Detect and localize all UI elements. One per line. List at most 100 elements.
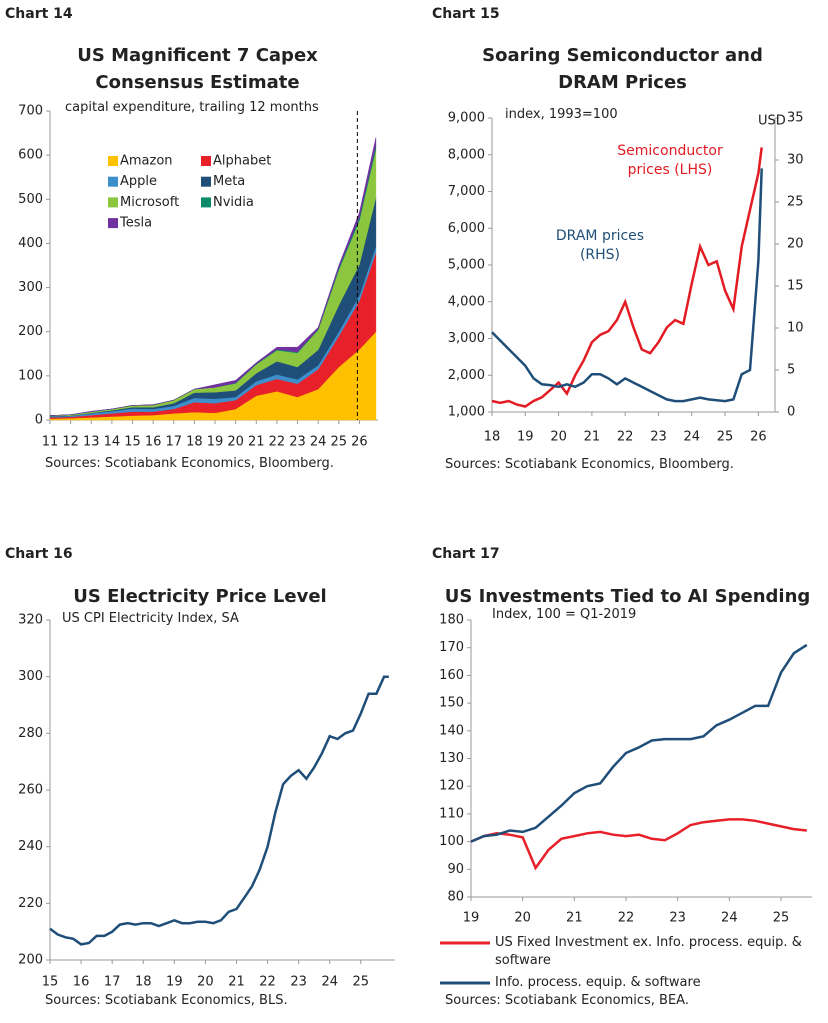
legend-label: Amazon: [120, 154, 173, 169]
x-tick-label: 13: [83, 435, 100, 450]
x-tick-label: 23: [669, 911, 686, 926]
legend-label: US Fixed Investment ex. Info. process. e…: [495, 935, 802, 968]
x-tick-label: 14: [104, 435, 121, 450]
legend-label: Nvidia: [213, 195, 254, 210]
subtitle: US CPI Electricity Index, SA: [62, 611, 239, 626]
y-tick-label: 240: [18, 839, 43, 854]
y-tick-label: 110: [439, 806, 464, 821]
x-tick-label: 19: [207, 435, 224, 450]
y-tick-label: 200: [18, 953, 43, 968]
subtitle: capital expenditure, trailing 12 months: [65, 100, 319, 115]
y-tick-label: 150: [439, 696, 464, 711]
y2-tick-label: 20: [787, 237, 804, 252]
y-tick-label: 5,000: [448, 258, 485, 273]
legend-swatch: [108, 197, 118, 208]
line: [491, 147, 763, 408]
x-tick-label: 23: [289, 435, 306, 450]
series-label: DRAM prices (RHS): [555, 228, 645, 263]
line: [470, 818, 807, 871]
y-tick-label: 200: [18, 324, 43, 339]
legend-label: Meta: [213, 174, 245, 189]
source: Sources: Scotiabank Economics, BEA.: [445, 993, 689, 1008]
y-tick-label: 0: [35, 413, 43, 428]
chart-title: US Investments Tied to AI Spending: [444, 586, 811, 607]
x-tick-label: 20: [550, 430, 567, 445]
x-tick-label: 22: [617, 430, 634, 445]
y-tick-label: 320: [18, 613, 43, 628]
area: [49, 137, 377, 416]
legend-label: Tesla: [119, 216, 152, 231]
y-tick-label: 100: [439, 834, 464, 849]
x-tick-label: 19: [166, 975, 183, 990]
x-tick-label: 18: [135, 975, 152, 990]
y-tick-label: 260: [18, 783, 43, 798]
x-tick-label: 22: [618, 911, 635, 926]
x-tick-label: 21: [566, 911, 583, 926]
x-tick-label: 24: [721, 911, 738, 926]
x-tick-label: 23: [650, 430, 667, 445]
y-tick-label: 7,000: [448, 184, 485, 199]
x-tick-label: 17: [104, 975, 121, 990]
source: Sources: Scotiabank Economics, BLS.: [45, 993, 288, 1008]
y-tick-label: 160: [439, 668, 464, 683]
x-tick-label: 22: [269, 435, 286, 450]
legend-swatch: [201, 197, 211, 208]
x-tick-label: 25: [353, 975, 370, 990]
source: Sources: Scotiabank Economics, Bloomberg…: [45, 456, 334, 471]
x-tick-label: 24: [683, 430, 700, 445]
y2-tick-label: 15: [787, 279, 804, 294]
legend-swatch: [108, 176, 118, 187]
y2-axis-label: USD: [758, 114, 786, 129]
x-tick-label: 19: [463, 911, 480, 926]
x-tick-label: 18: [484, 430, 501, 445]
legend-label: Alphabet: [213, 154, 271, 169]
x-tick-label: 20: [514, 911, 531, 926]
x-tick-label: 16: [145, 435, 162, 450]
x-tick-label: 21: [248, 435, 265, 450]
y-tick-label: 300: [18, 669, 43, 684]
chart-title: US Magnificent 7 Capex Consensus Estimat…: [77, 45, 318, 93]
legend-label: Info. process. equip. & software: [495, 975, 701, 990]
y-tick-label: 80: [447, 890, 464, 905]
y-tick-label: 3,000: [448, 331, 485, 346]
x-tick-label: 16: [73, 975, 90, 990]
y-tick-label: 180: [439, 613, 464, 628]
chart-title: US Electricity Price Level: [73, 586, 327, 607]
y-tick-label: 8,000: [448, 147, 485, 162]
x-tick-label: 20: [227, 435, 244, 450]
legend-label: Apple: [120, 174, 157, 189]
x-tick-label: 25: [717, 430, 734, 445]
y-tick-label: 170: [439, 640, 464, 655]
y-tick-label: 2,000: [448, 368, 485, 383]
y2-tick-label: 10: [787, 321, 804, 336]
line: [470, 643, 808, 843]
chart-number: Chart 14: [5, 6, 73, 22]
y-tick-label: 500: [18, 192, 43, 207]
y-tick-label: 100: [18, 368, 43, 383]
legend-swatch: [201, 156, 211, 166]
chart-number: Chart 17: [432, 546, 500, 562]
x-tick-label: 26: [750, 430, 767, 445]
y-tick-label: 300: [18, 280, 43, 295]
y-tick-label: 9,000: [448, 111, 485, 126]
legend-label: Microsoft: [120, 195, 179, 210]
series-label: Semiconductor prices (LHS): [617, 143, 723, 178]
x-tick-label: 17: [166, 435, 183, 450]
x-tick-label: 18: [186, 435, 203, 450]
y-tick-label: 140: [439, 723, 464, 738]
chart-number: Chart 16: [5, 546, 73, 562]
x-tick-label: 15: [42, 975, 59, 990]
y-tick-label: 1,000: [448, 405, 485, 420]
y2-tick-label: 35: [787, 111, 804, 126]
line: [49, 675, 389, 946]
x-tick-label: 21: [584, 430, 601, 445]
subtitle: index, 1993=100: [505, 107, 618, 122]
x-tick-label: 25: [773, 911, 790, 926]
y2-tick-label: 25: [787, 195, 804, 210]
y-tick-label: 600: [18, 148, 43, 163]
y-tick-label: 700: [18, 104, 43, 119]
y-tick-label: 4,000: [448, 294, 485, 309]
legend-swatch: [108, 156, 118, 166]
